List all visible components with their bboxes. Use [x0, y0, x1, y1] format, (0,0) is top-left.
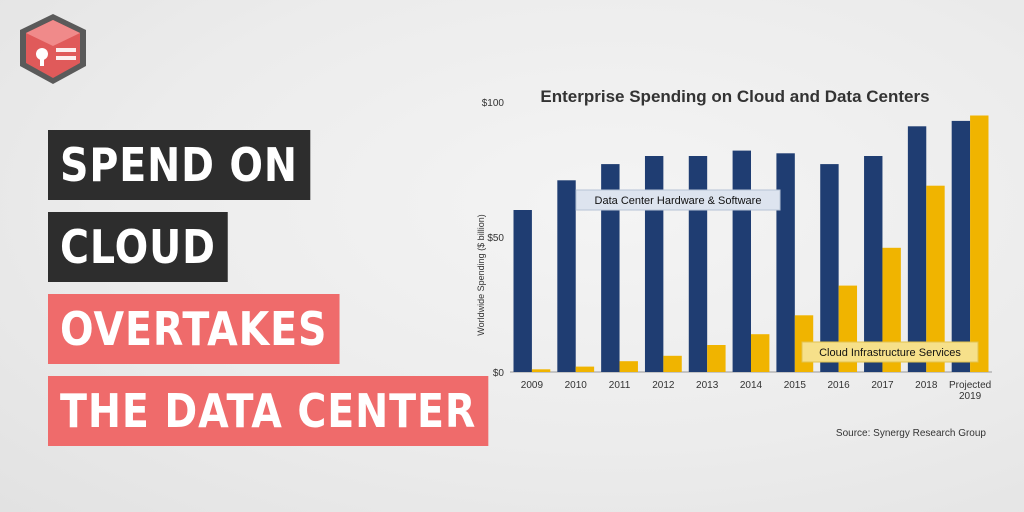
bar-cloud: [926, 185, 945, 372]
bar-cloud: [882, 247, 901, 372]
series-label-cloud: Cloud Infrastructure Services: [801, 341, 979, 363]
svg-text:Cloud Infrastructure Services: Cloud Infrastructure Services: [819, 347, 961, 359]
headline-line-1: SPEND ON: [48, 130, 310, 200]
x-tick-label: 2012: [652, 380, 675, 391]
y-axis-label: Worldwide Spending ($ billion): [476, 214, 486, 335]
chart-source: Source: Synergy Research Group: [836, 428, 987, 439]
bar-datacenter: [907, 126, 927, 372]
x-tick-label: 2010: [565, 380, 588, 391]
bar-cloud: [531, 369, 551, 372]
x-tick-label: 2013: [696, 380, 719, 391]
headline-line-4: THE DATA CENTER: [48, 376, 489, 446]
x-tick-label: 2014: [740, 380, 763, 391]
bar-cloud: [619, 361, 638, 372]
x-tick-label: 2018: [915, 380, 938, 391]
svg-text:Data Center Hardware & Softwar: Data Center Hardware & Software: [595, 195, 762, 207]
x-tick-label: 2011: [609, 380, 631, 391]
bar-datacenter: [688, 156, 708, 372]
x-tick-label: 2015: [784, 380, 807, 391]
bar-cloud: [707, 345, 726, 372]
y-tick-label: $0: [493, 368, 505, 379]
bar-datacenter: [820, 164, 839, 372]
chart-title: Enterprise Spending on Cloud and Data Ce…: [540, 87, 929, 106]
bar-cloud: [970, 115, 989, 372]
bar-datacenter: [513, 210, 532, 372]
bar-datacenter: [951, 120, 971, 373]
brand-logo: [20, 14, 86, 84]
bar-datacenter: [644, 156, 664, 372]
bar-datacenter: [601, 164, 620, 372]
bar-datacenter: [776, 153, 795, 372]
y-tick-label: $100: [482, 98, 505, 109]
x-tick-label: 2016: [828, 380, 851, 391]
plot-area: $0 $50 $100 2009 2010 2011 2012 2013 2014 2015 201…: [482, 98, 992, 402]
x-tick-label: 2017: [871, 380, 894, 391]
x-tick-label: 2009: [521, 380, 544, 391]
bar-cloud: [663, 355, 682, 372]
bar-datacenter: [732, 150, 751, 372]
x-tick-label: Projected 2019: [949, 380, 991, 402]
series-label-datacenter: Data Center Hardware & Software: [575, 189, 781, 211]
bar-cloud: [751, 334, 770, 372]
bar-datacenter: [557, 180, 576, 372]
headline-line-2: CLOUD: [48, 212, 228, 282]
y-tick-label: $50: [487, 233, 504, 244]
spending-chart: Enterprise Spending on Cloud and Data Ce…: [476, 87, 992, 439]
headline-line-3: OVERTAKES: [48, 294, 340, 364]
logo-box-icon: [20, 14, 86, 84]
bar-datacenter: [864, 156, 883, 372]
bar-cloud: [575, 366, 595, 372]
